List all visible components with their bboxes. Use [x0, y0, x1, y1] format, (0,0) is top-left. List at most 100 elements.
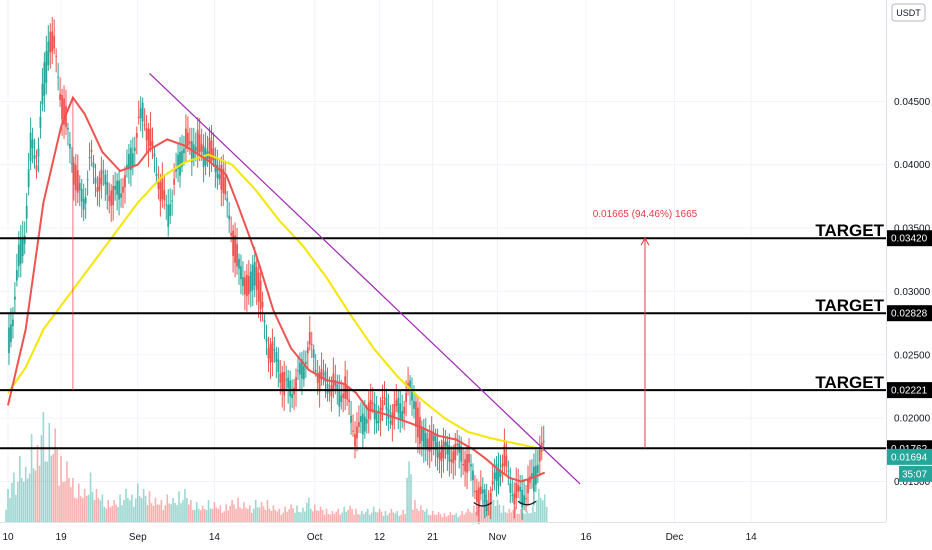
candle-body [224, 177, 227, 195]
candle-body [489, 493, 492, 503]
volume-bar [304, 511, 306, 522]
candle-body [452, 451, 455, 464]
candle-body [220, 165, 223, 190]
candle-body [413, 401, 415, 409]
currency-button[interactable]: USDT [891, 3, 926, 22]
volume-bar [11, 482, 13, 522]
candle-body [110, 190, 113, 206]
volume-bar [93, 499, 96, 522]
candle-body [503, 444, 506, 466]
candle-body [495, 463, 498, 481]
candle-body [468, 453, 470, 463]
volume-bar [286, 511, 288, 522]
candle-body [114, 185, 117, 190]
candle-body [128, 153, 130, 170]
candle-body [295, 377, 297, 391]
candle-body [204, 148, 207, 166]
candle-body [340, 395, 343, 403]
drawings[interactable]: 0.01665 (94.46%) 1665 [72, 73, 698, 507]
volume-bar [243, 502, 245, 522]
volume-bar [394, 513, 397, 522]
candle-body [472, 470, 474, 481]
ma-slow-line [7, 153, 545, 451]
volume-bar [7, 489, 9, 522]
candle-body [436, 442, 439, 458]
volume-bar [211, 508, 214, 522]
candle-body [218, 174, 221, 180]
candle-body [236, 244, 238, 267]
measure-arrowhead [640, 237, 650, 246]
volume-bar [87, 494, 90, 522]
candle-body [440, 445, 443, 462]
volume-bar [256, 507, 259, 522]
volume-bar [134, 498, 137, 522]
volume-bar [192, 509, 194, 522]
volume-bar [58, 485, 60, 522]
volume-bar [431, 511, 434, 522]
volume-bar [162, 509, 165, 522]
volume-bar [526, 511, 528, 522]
candle-body [310, 343, 313, 345]
volume-bar [351, 508, 353, 522]
volume-bar [504, 511, 507, 522]
candle-body [167, 205, 170, 227]
candle-body [245, 274, 248, 297]
candle-body [257, 272, 260, 302]
volume-bar [268, 508, 271, 522]
volume-bar [152, 505, 155, 522]
volume-bar [125, 489, 127, 522]
candle-body [147, 129, 150, 151]
trendline[interactable] [149, 73, 581, 485]
bottom-arc [473, 502, 493, 507]
volume-bar [357, 513, 359, 522]
candle-body [165, 204, 168, 206]
candle-body [287, 377, 290, 388]
candle-body [198, 134, 201, 153]
candle-body [462, 464, 465, 466]
candle-body [116, 180, 119, 195]
volume-bar [406, 477, 408, 522]
candle-body [51, 31, 54, 52]
candle-body [466, 454, 468, 473]
measure-label: 0.01665 (94.46%) 1665 [593, 209, 698, 220]
volume-bar [15, 494, 17, 522]
price-axis[interactable]: 0.04500 0.04000 0.03500 0.03000 0.02500 0.020… [894, 97, 931, 488]
candle-body [318, 372, 321, 392]
volume-bar [345, 511, 347, 522]
candle-body [477, 487, 480, 508]
candle-body [356, 426, 358, 439]
volume-bar [129, 500, 131, 522]
candle-body [277, 359, 280, 373]
volume-bar [496, 500, 499, 522]
volume-bar [142, 489, 145, 522]
volume-bar [445, 516, 448, 522]
volume-bar [182, 499, 184, 522]
volume-bar [180, 503, 182, 522]
candle-body [173, 178, 176, 185]
candle-body [375, 411, 378, 424]
volume-bar [282, 512, 285, 522]
currency-button-box[interactable] [891, 3, 926, 22]
volume-bar [18, 456, 21, 522]
candle-body [86, 179, 89, 181]
volume-bar [56, 448, 58, 522]
volume-bar [473, 505, 475, 522]
candle-body [169, 203, 172, 217]
volume-bar [435, 514, 438, 522]
time-axis[interactable]: 10 19 Sep 14 Oct 12 21 Nov 16 Dec 14 [2, 532, 757, 543]
candle-body [214, 157, 217, 172]
grid [0, 0, 886, 522]
candle-body [430, 430, 433, 449]
volume-bar [121, 505, 123, 522]
volume-bar [101, 494, 104, 522]
candle-body [194, 146, 197, 152]
volume-bar [311, 511, 314, 522]
candle-body [106, 182, 109, 195]
candle-body [238, 258, 240, 269]
volume-bar [368, 514, 371, 522]
candle-body [90, 149, 93, 152]
volume-bar [459, 515, 461, 522]
volume-bar [239, 507, 241, 522]
volume-bar [335, 511, 338, 522]
